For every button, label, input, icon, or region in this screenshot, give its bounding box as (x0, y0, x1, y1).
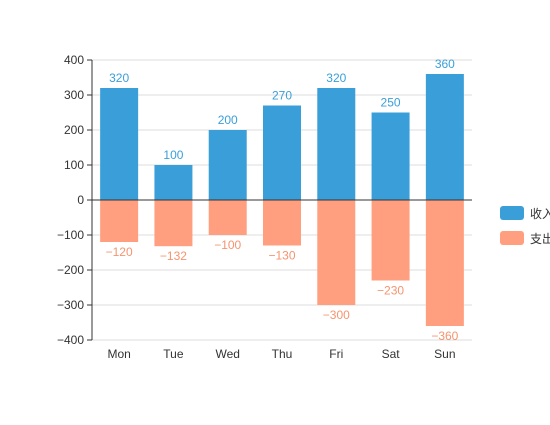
data-label-income: 200 (218, 113, 238, 127)
y-tick-label: 200 (64, 123, 84, 137)
bar-expense (100, 200, 139, 242)
bar-expense (263, 200, 301, 246)
bar-income (208, 130, 247, 200)
y-tick-label: −300 (57, 298, 84, 312)
x-tick-label: Sun (434, 347, 455, 361)
y-tick-label: −100 (57, 228, 84, 242)
data-label-expense: −132 (160, 249, 187, 263)
x-tick-label: Tue (163, 347, 184, 361)
data-label-income: 360 (435, 57, 455, 71)
bar-expense (154, 200, 193, 247)
x-tick-label: Sat (382, 347, 401, 361)
data-label-income: 320 (326, 71, 346, 85)
legend-label-expense: 支出 (530, 231, 550, 246)
legend-swatch-income (500, 206, 524, 220)
legend-item-income[interactable]: 收入 (500, 205, 550, 221)
bar-income (154, 165, 193, 200)
bar-income (371, 112, 410, 200)
bar-expense (208, 200, 247, 235)
data-label-expense: −300 (323, 308, 350, 322)
bar-income (100, 88, 139, 200)
legend-label-income: 收入 (530, 206, 550, 221)
data-label-expense: −120 (106, 245, 133, 259)
data-label-expense: −100 (214, 238, 241, 252)
bar-income (263, 105, 301, 200)
y-tick-label: 0 (77, 193, 84, 207)
bar-expense (425, 200, 464, 326)
y-tick-label: −200 (57, 263, 84, 277)
y-tick-label: 300 (64, 88, 84, 102)
x-tick-label: Mon (107, 347, 130, 361)
bar-expense (317, 200, 356, 305)
y-tick-label: 400 (64, 53, 84, 67)
chart-legend: 收入 支出 (500, 205, 550, 255)
data-label-expense: −230 (377, 284, 404, 298)
x-tick-label: Thu (272, 347, 293, 361)
data-label-income: 270 (272, 89, 292, 103)
data-label-income: 250 (381, 96, 401, 110)
bar-expense (371, 200, 410, 281)
x-tick-label: Wed (215, 347, 239, 361)
data-label-income: 320 (109, 71, 129, 85)
bar-income (317, 88, 356, 200)
x-tick-label: Fri (329, 347, 343, 361)
data-label-expense: −130 (268, 249, 295, 263)
y-tick-label: −400 (57, 333, 84, 347)
legend-item-expense[interactable]: 支出 (500, 230, 550, 246)
y-tick-label: 100 (64, 158, 84, 172)
legend-swatch-expense (500, 231, 524, 245)
data-label-income: 100 (163, 148, 183, 162)
data-label-expense: −360 (431, 329, 458, 343)
bar-income (425, 74, 464, 200)
